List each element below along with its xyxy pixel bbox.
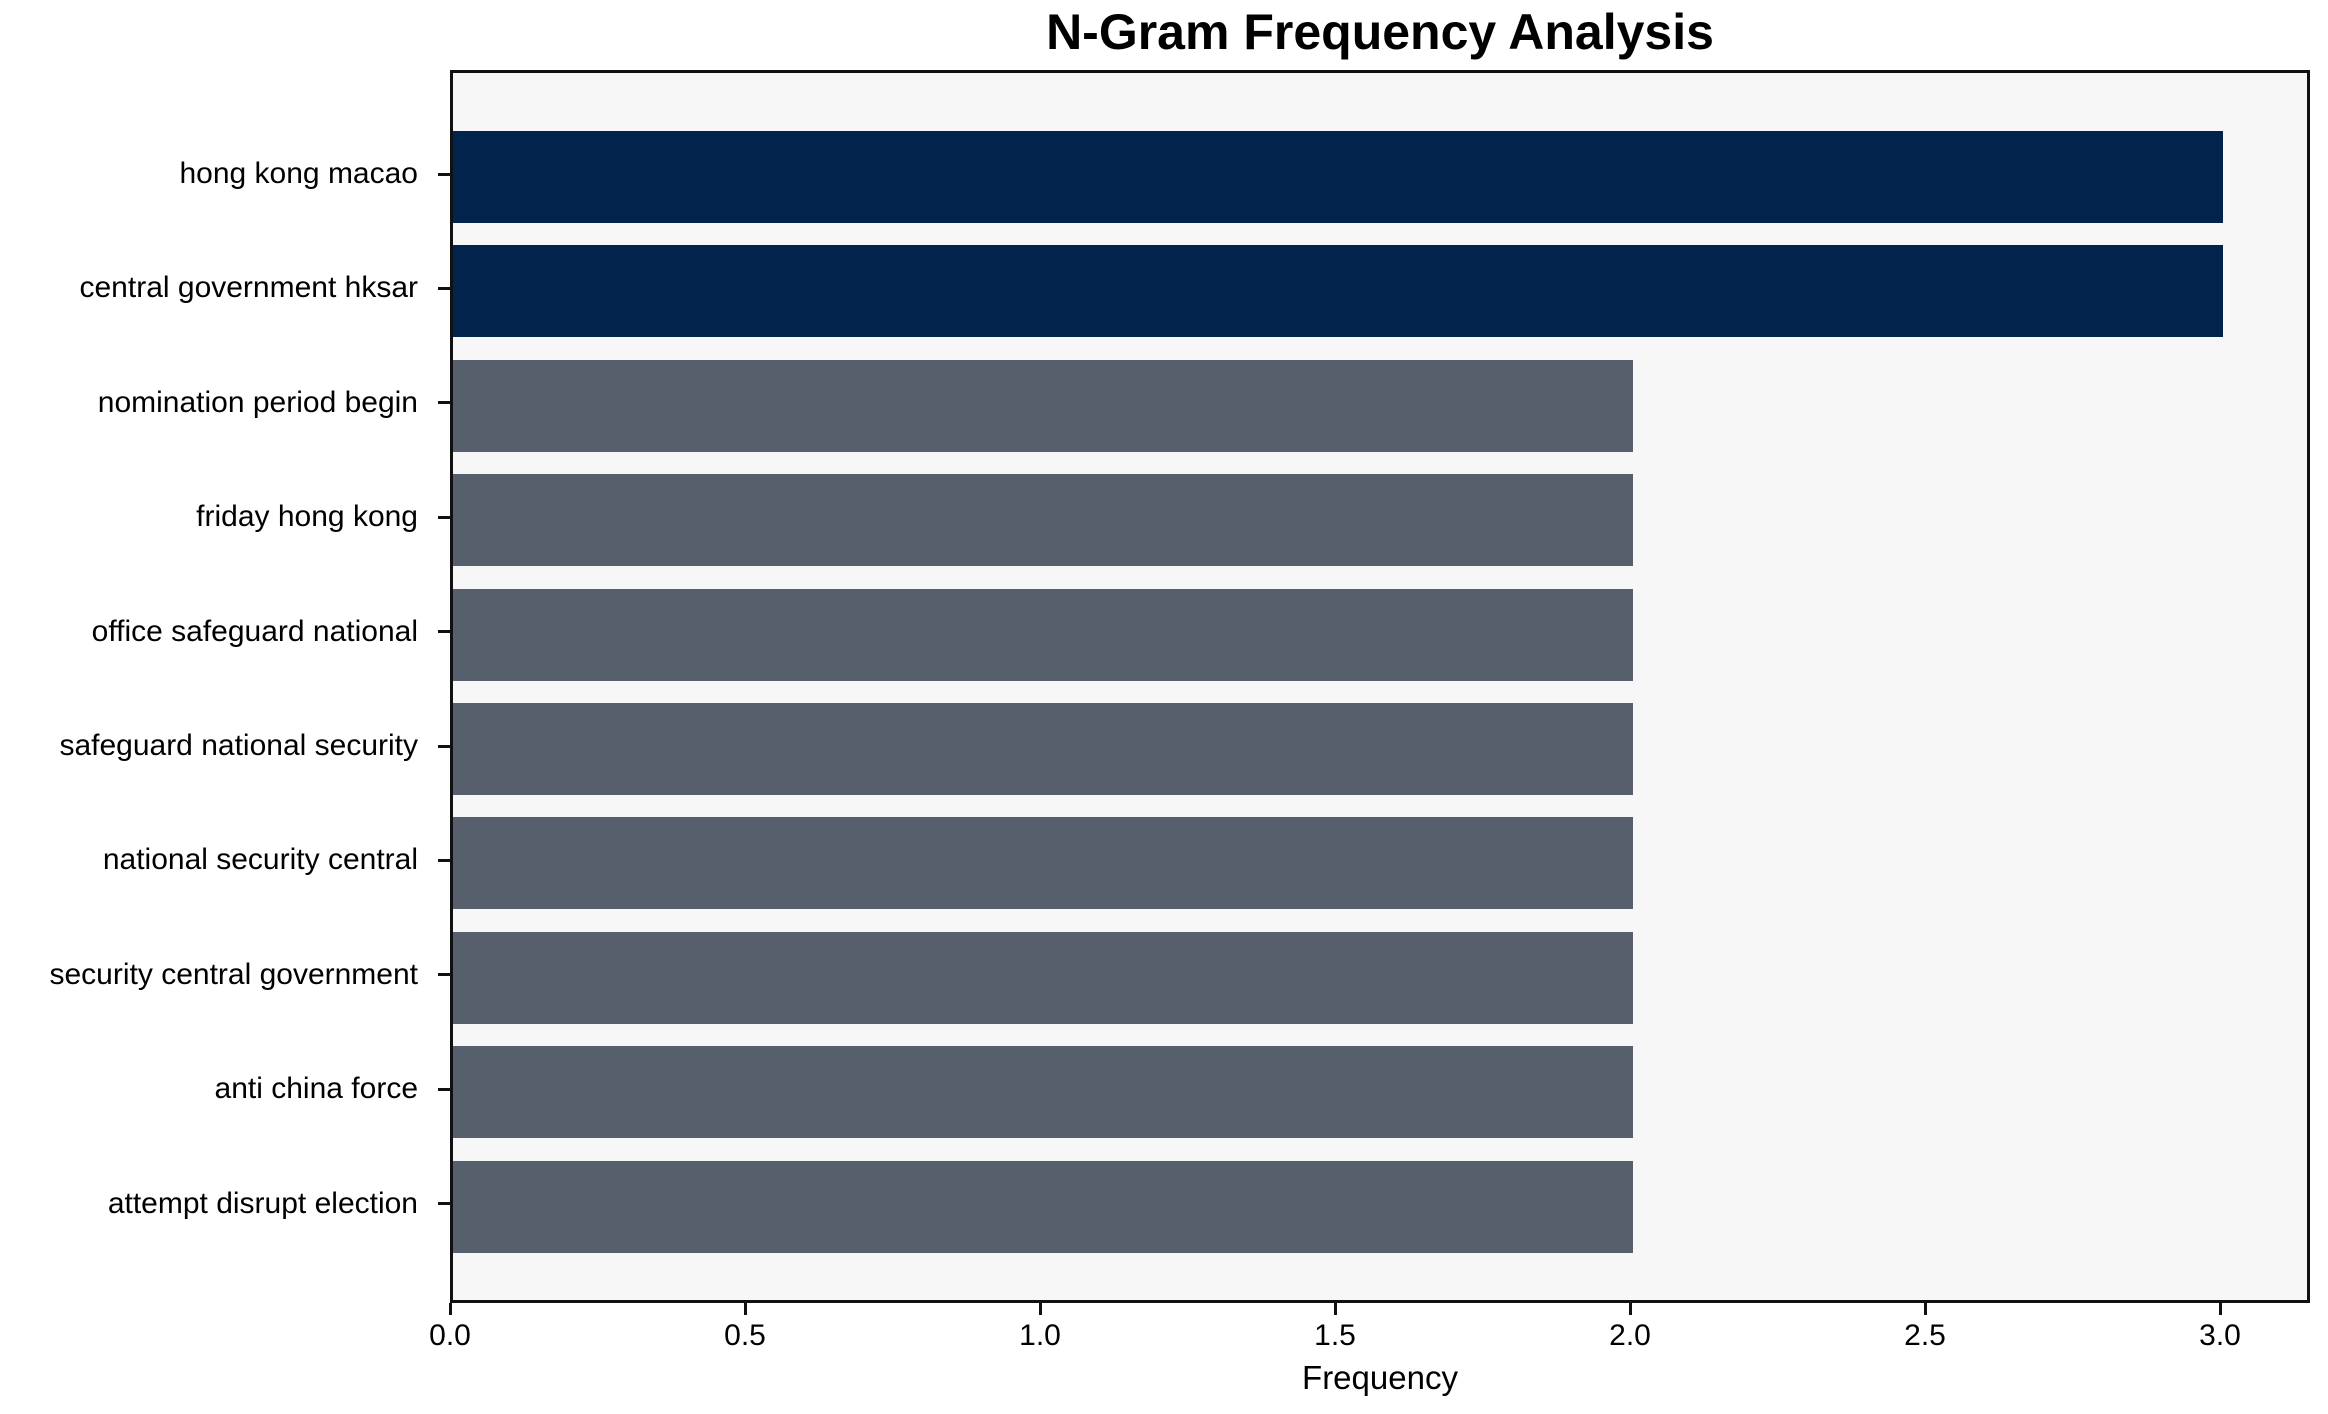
bar: [453, 817, 1633, 910]
y-tick-mark: [438, 973, 450, 977]
bar: [453, 588, 1633, 681]
x-tick-label: 1.0: [1019, 1319, 1061, 1352]
y-tick-label: office safeguard national: [91, 614, 418, 648]
plot-area: [450, 70, 2310, 1303]
y-tick-mark: [438, 401, 450, 405]
bar: [453, 1046, 1633, 1139]
y-tick-label: hong kong macao: [179, 157, 418, 190]
x-tick-label: 2.0: [1609, 1319, 1651, 1352]
x-tick-mark: [448, 1303, 452, 1315]
bar: [453, 245, 2223, 338]
y-tick-mark: [438, 744, 450, 748]
y-tick-label: central government hksar: [79, 271, 419, 305]
y-tick-mark: [438, 172, 450, 176]
bar: [453, 703, 1633, 795]
bar: [453, 474, 1633, 567]
x-tick-label: 3.0: [2199, 1319, 2241, 1352]
x-axis-title: Frequency: [1302, 1359, 1458, 1396]
x-tick-mark: [1923, 1303, 1927, 1315]
y-tick-mark: [438, 858, 450, 862]
y-tick-mark: [438, 1202, 450, 1206]
bar: [453, 1160, 1633, 1253]
y-tick-label: anti china force: [214, 1072, 418, 1106]
x-tick-mark: [1333, 1303, 1337, 1315]
chart-title: N-Gram Frequency Analysis: [1046, 4, 1714, 60]
x-tick-mark: [2218, 1303, 2222, 1315]
x-tick-mark: [1628, 1303, 1632, 1315]
y-tick-mark: [438, 286, 450, 290]
y-tick-mark: [438, 1087, 450, 1091]
bar: [453, 359, 1633, 452]
x-tick-mark: [743, 1303, 747, 1315]
y-tick-label: safeguard national security: [59, 729, 418, 762]
x-tick-label: 0.0: [429, 1319, 471, 1352]
bar: [453, 931, 1633, 1024]
y-tick-label: friday hong kong: [196, 500, 418, 534]
y-tick-mark: [438, 515, 450, 519]
y-tick-label: attempt disrupt election: [107, 1186, 418, 1220]
x-tick-label: 2.5: [1904, 1319, 1946, 1352]
bar: [453, 131, 2223, 223]
y-tick-mark: [438, 630, 450, 634]
y-tick-label: nomination period begin: [97, 385, 418, 419]
x-tick-label: 1.5: [1314, 1319, 1356, 1352]
x-tick-mark: [1038, 1303, 1042, 1315]
y-tick-label: national security central: [102, 843, 418, 877]
x-tick-label: 0.5: [724, 1319, 766, 1352]
y-tick-label: security central government: [49, 957, 419, 991]
